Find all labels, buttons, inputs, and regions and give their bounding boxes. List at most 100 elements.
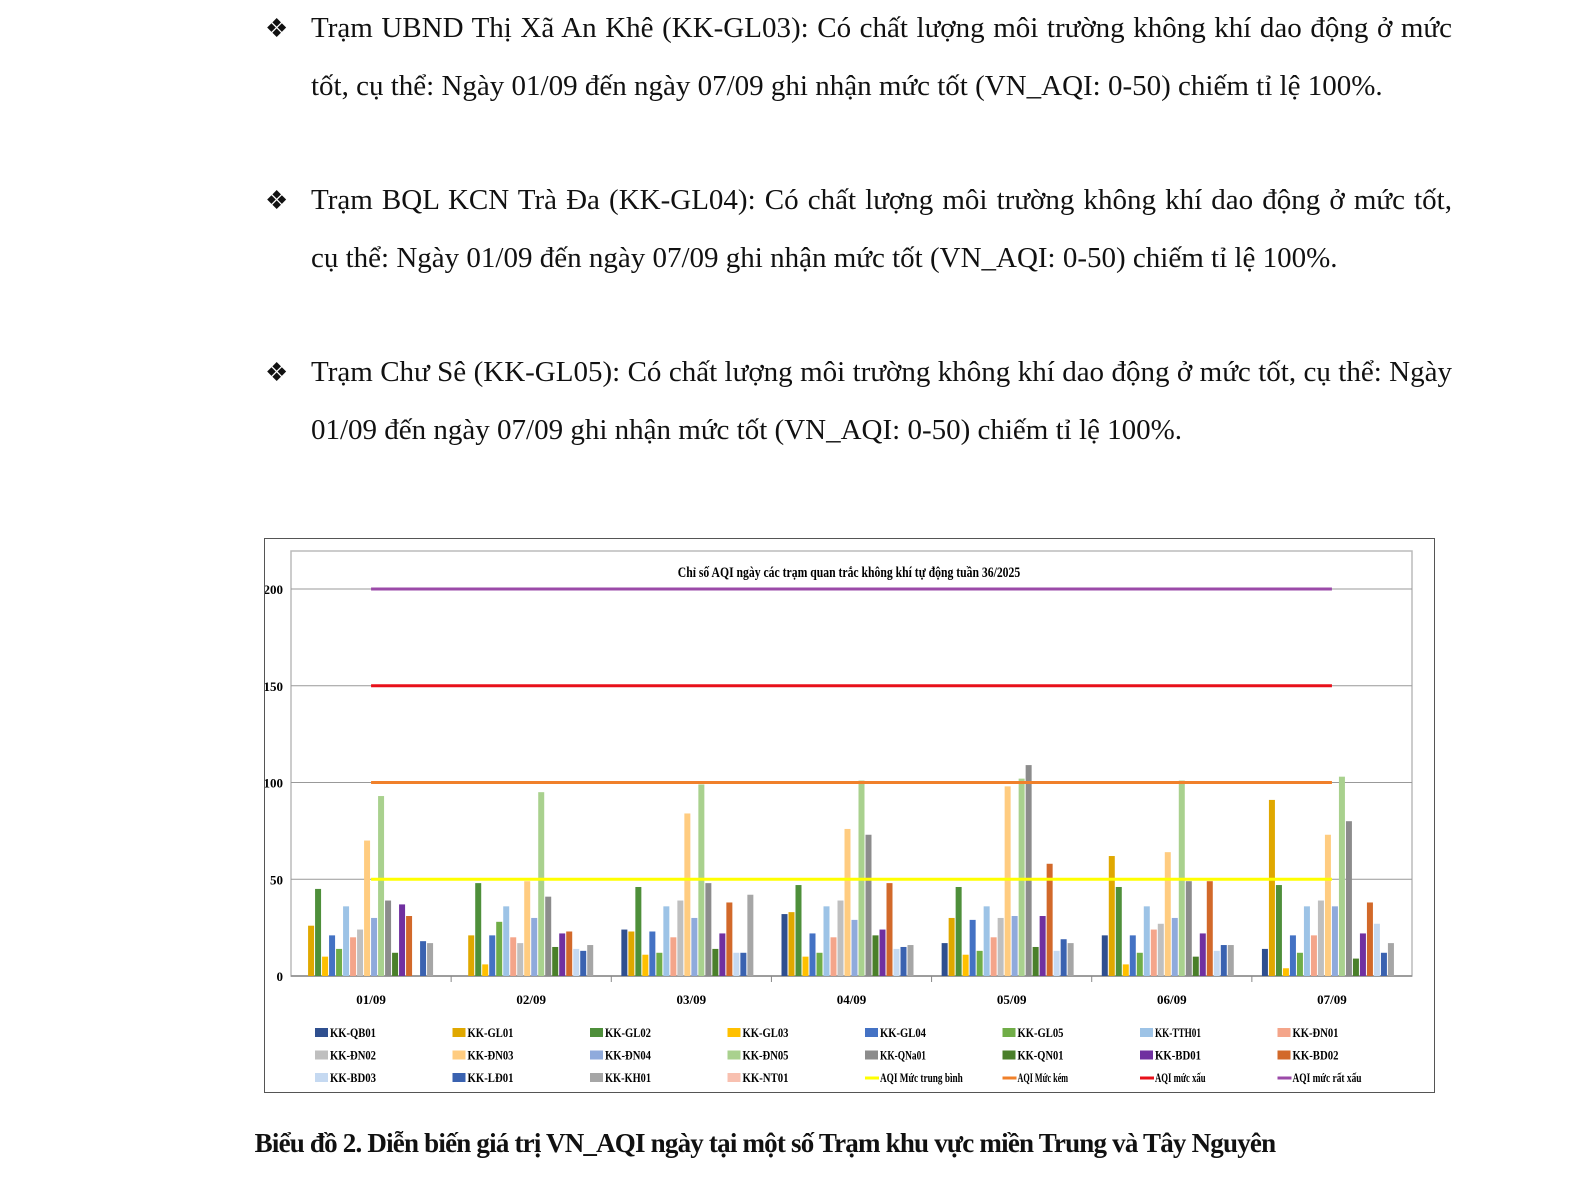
legend-swatch <box>1277 1028 1291 1037</box>
bar-kk-đn05 <box>1338 776 1345 976</box>
bar-kk-đn02 <box>1317 900 1324 976</box>
legend-label: KK-ĐN05 <box>743 1048 789 1063</box>
bar-kk-qb01 <box>1101 935 1108 976</box>
bar-kk-đn03 <box>684 813 691 976</box>
bar-kk-đn03 <box>524 881 531 976</box>
bar-kk-đn03 <box>1004 786 1011 976</box>
bar-kk-đn02 <box>1157 923 1164 976</box>
bar-kk-gl04 <box>329 935 336 976</box>
x-tick-label: 04/09 <box>837 992 867 1007</box>
bar-kk-gl04 <box>1289 935 1296 976</box>
legend-swatch <box>727 1050 741 1060</box>
legend-swatch <box>452 1073 466 1082</box>
bar-kk-gl01 <box>1108 856 1115 976</box>
bar-kk-bd02 <box>406 916 413 976</box>
legend-label: KK-QB01 <box>330 1025 376 1040</box>
bar-kk-qna01 <box>1185 881 1192 976</box>
y-tick-label: 200 <box>265 582 283 597</box>
legend-label: KK-GL03 <box>743 1025 789 1040</box>
bar-kk-tth01 <box>503 906 510 976</box>
bar-kk-gl03 <box>482 964 489 976</box>
legend-label: KK-NT01 <box>743 1070 789 1085</box>
legend-label: AQI Mức kém <box>1018 1070 1069 1085</box>
bar-kk-bd01 <box>1199 933 1206 976</box>
caption-text: Biểu đồ 2. Diễn biến giá trị VN_AQI ngày… <box>254 1128 1276 1158</box>
bar-kk-đn03 <box>1324 834 1331 976</box>
bar-kk-gl02 <box>315 888 322 976</box>
bar-kk-bd01 <box>1359 933 1366 976</box>
bar-kk-kh01 <box>427 943 434 976</box>
legend-label: KK-QN01 <box>1018 1048 1064 1063</box>
bar-kk-gl05 <box>816 952 823 976</box>
bar-kk-kh01 <box>587 945 594 976</box>
bar-kk-gl01 <box>788 912 795 976</box>
bar-kk-kh01 <box>747 894 754 976</box>
bar-kk-đn04 <box>1331 906 1338 976</box>
legend-swatch <box>590 1073 603 1082</box>
x-tick-label: 06/09 <box>1157 992 1187 1007</box>
bar-kk-đn01 <box>350 937 357 976</box>
paragraph-kk-gl03: ❖ Trạm UBND Thị Xã An Khê (KK-GL03): Có c… <box>265 0 1452 115</box>
bar-kk-đn04 <box>371 917 378 976</box>
legend-swatch <box>315 1028 328 1037</box>
legend-label: KK-GL04 <box>880 1025 926 1040</box>
paragraph-text: Trạm Chư Sê (KK-GL05): Có chất lượng môi… <box>311 356 1452 446</box>
bar-kk-bd02 <box>1046 863 1053 976</box>
legend-swatch <box>1002 1050 1016 1060</box>
bar-kk-qn01 <box>1032 946 1039 976</box>
bar-kk-bd02 <box>1206 881 1213 976</box>
bar-kk-gl01 <box>948 917 955 976</box>
bar-kk-đn05 <box>538 792 545 976</box>
bar-kk-bd02 <box>726 902 733 976</box>
legend-label: KK-ĐN02 <box>330 1048 376 1063</box>
bar-kk-qb01 <box>621 929 628 976</box>
bullet-icon: ❖ <box>265 358 289 387</box>
bar-kk-gl02 <box>955 886 962 976</box>
bar-kk-gl01 <box>308 925 315 976</box>
y-tick-label: 0 <box>277 969 284 984</box>
legend-label: KK-ĐN03 <box>468 1048 514 1063</box>
bar-kk-kh01 <box>907 945 914 976</box>
bar-kk-gl04 <box>489 935 496 976</box>
bar-kk-bd02 <box>1366 902 1373 976</box>
legend-swatch <box>865 1050 878 1060</box>
bar-kk-lđ01 <box>1380 952 1387 976</box>
bar-kk-đn01 <box>670 937 677 976</box>
bar-kk-qna01 <box>385 900 392 976</box>
bar-kk-gl02 <box>1115 886 1122 976</box>
legend-swatch <box>590 1028 603 1037</box>
legend-label: KK-QNa01 <box>880 1048 926 1063</box>
bar-kk-gl03 <box>642 954 649 976</box>
paragraph-kk-gl05: ❖ Trạm Chư Sê (KK-GL05): Có chất lượng mô… <box>265 344 1452 459</box>
bar-kk-gl04 <box>969 919 976 976</box>
bar-kk-kh01 <box>1227 945 1234 976</box>
legend-swatch <box>315 1050 328 1060</box>
bar-kk-đn03 <box>1164 852 1171 976</box>
legend-label: KK-KH01 <box>605 1070 651 1085</box>
bar-kk-lđ01 <box>580 950 587 976</box>
bar-kk-bd01 <box>879 929 886 976</box>
bar-kk-gl05 <box>976 950 983 976</box>
bar-kk-bd03 <box>573 948 580 976</box>
x-tick-label: 05/09 <box>997 992 1027 1007</box>
bar-kk-gl03 <box>322 956 329 976</box>
bar-kk-bd03 <box>1373 923 1380 976</box>
legend-label: KK-ĐN01 <box>1293 1025 1339 1040</box>
bar-kk-gl04 <box>809 933 816 976</box>
y-tick-label: 100 <box>265 776 283 791</box>
bar-kk-qb01 <box>781 914 788 976</box>
bar-kk-gl03 <box>1122 964 1129 976</box>
bar-kk-bd03 <box>1213 950 1220 976</box>
legend-label: AQI Mức trung bình <box>880 1070 963 1085</box>
bar-kk-bd03 <box>893 948 900 976</box>
bar-kk-qna01 <box>1025 765 1032 976</box>
bar-kk-gl02 <box>795 885 802 976</box>
bar-kk-qna01 <box>865 834 872 976</box>
bar-kk-lđ01 <box>420 941 427 976</box>
x-tick-label: 03/09 <box>677 992 707 1007</box>
legend-swatch <box>1140 1050 1153 1060</box>
legend-label: KK-BD02 <box>1293 1048 1339 1063</box>
legend-swatch <box>865 1028 878 1037</box>
bar-kk-gl04 <box>1129 935 1136 976</box>
bar-kk-qn01 <box>1352 958 1359 976</box>
